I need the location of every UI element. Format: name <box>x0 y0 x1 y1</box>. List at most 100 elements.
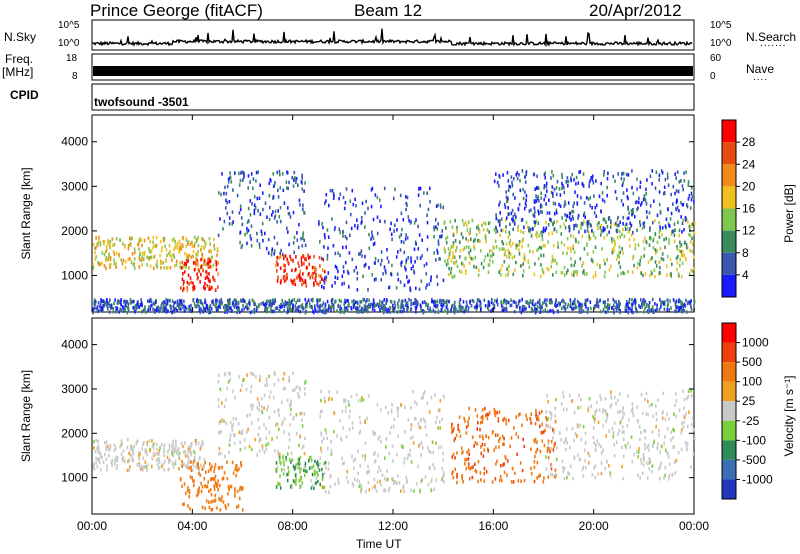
scatter-point <box>436 251 439 255</box>
scatter-point <box>209 264 211 269</box>
scatter-point <box>588 184 590 189</box>
scatter-point <box>689 228 691 232</box>
scatter-point <box>327 307 330 311</box>
scatter-point <box>555 298 557 303</box>
scatter-point <box>662 257 665 262</box>
scatter-point <box>271 437 273 441</box>
scatter-point <box>543 300 546 304</box>
scatter-point <box>105 266 107 270</box>
scatter-point <box>127 309 130 313</box>
scatter-point <box>456 451 458 455</box>
scatter-point <box>292 279 295 283</box>
scatter-point <box>191 476 193 480</box>
scatter-point <box>298 264 300 268</box>
scatter-point <box>421 446 424 450</box>
scatter-point <box>661 300 663 304</box>
scatter-point <box>473 299 475 304</box>
scatter-point <box>272 298 274 302</box>
scatter-point <box>588 220 591 224</box>
scatter-point <box>232 188 234 192</box>
scatter-point <box>251 298 254 302</box>
scatter-point <box>668 462 671 467</box>
scatter-point <box>200 257 202 262</box>
scatter-point <box>452 244 455 248</box>
scatter-point <box>432 463 434 467</box>
scatter-point <box>184 441 186 445</box>
scatter-point <box>262 207 264 212</box>
scatter-point <box>500 463 502 468</box>
nsearch-tick-bottom: 10^0 <box>710 38 732 49</box>
scatter-point <box>148 305 150 309</box>
scatter-point <box>509 444 511 448</box>
scatter-point <box>354 224 356 228</box>
scatter-point <box>185 465 188 469</box>
scatter-point <box>179 261 181 265</box>
cpid-frame <box>91 83 695 111</box>
scatter-point <box>677 299 680 304</box>
scatter-point <box>246 241 248 246</box>
scatter-point <box>343 310 345 315</box>
scatter-point <box>174 440 177 445</box>
scatter-point <box>197 235 199 240</box>
scatter-point <box>400 309 402 314</box>
scatter-point <box>239 178 242 183</box>
scatter-point <box>546 309 549 314</box>
scatter-point <box>95 461 97 465</box>
scatter-point <box>585 195 588 200</box>
scatter-point <box>333 227 336 232</box>
scatter-point <box>174 461 177 466</box>
scatter-point <box>185 306 188 311</box>
scatter-point <box>522 187 524 192</box>
scatter-point <box>240 299 243 303</box>
scatter-point <box>352 305 355 309</box>
scatter-point <box>533 308 536 313</box>
scatter-point <box>169 254 172 258</box>
scatter-point <box>175 307 177 311</box>
scatter-point <box>670 430 672 435</box>
scatter-point <box>601 191 604 195</box>
scatter-point <box>663 476 665 480</box>
scatter-point <box>319 456 322 460</box>
scatter-point <box>523 478 526 483</box>
scatter-point <box>450 425 453 430</box>
scatter-point <box>645 210 648 214</box>
scatter-point <box>319 304 322 309</box>
scatter-point <box>468 261 471 265</box>
scatter-point <box>436 305 438 309</box>
scatter-point <box>514 212 516 217</box>
scatter-point <box>192 462 194 466</box>
scatter-point <box>663 237 665 242</box>
scatter-point <box>308 272 310 276</box>
scatter-point <box>361 201 364 206</box>
scatter-point <box>471 218 474 223</box>
scatter-point <box>360 487 363 491</box>
scatter-point <box>211 477 213 481</box>
scatter-point <box>224 504 227 508</box>
scatter-point <box>680 309 682 313</box>
scatter-point <box>217 466 220 470</box>
scatter-point <box>675 309 678 314</box>
scatter-point <box>176 241 179 246</box>
scatter-point <box>200 272 202 277</box>
scatter-point <box>634 305 637 309</box>
scatter-point <box>584 431 587 436</box>
scatter-point <box>100 454 102 458</box>
scatter-point <box>675 392 677 396</box>
scatter-point <box>612 297 614 302</box>
scatter-point <box>351 299 353 304</box>
scatter-point <box>556 445 558 450</box>
scatter-point <box>354 457 357 461</box>
cpid-value: twofsound -3501 <box>94 95 189 109</box>
scatter-point <box>160 260 162 265</box>
scatter-point <box>173 237 175 241</box>
scatter-point <box>303 211 305 215</box>
scatter-point <box>287 472 290 476</box>
scatter-point <box>441 477 443 482</box>
scatter-point <box>233 305 236 309</box>
scatter-point <box>547 455 550 460</box>
scatter-point <box>129 301 132 305</box>
scatter-point <box>319 264 321 268</box>
scatter-point <box>208 500 210 504</box>
scatter-point <box>630 223 633 228</box>
scatter-point <box>566 441 569 445</box>
